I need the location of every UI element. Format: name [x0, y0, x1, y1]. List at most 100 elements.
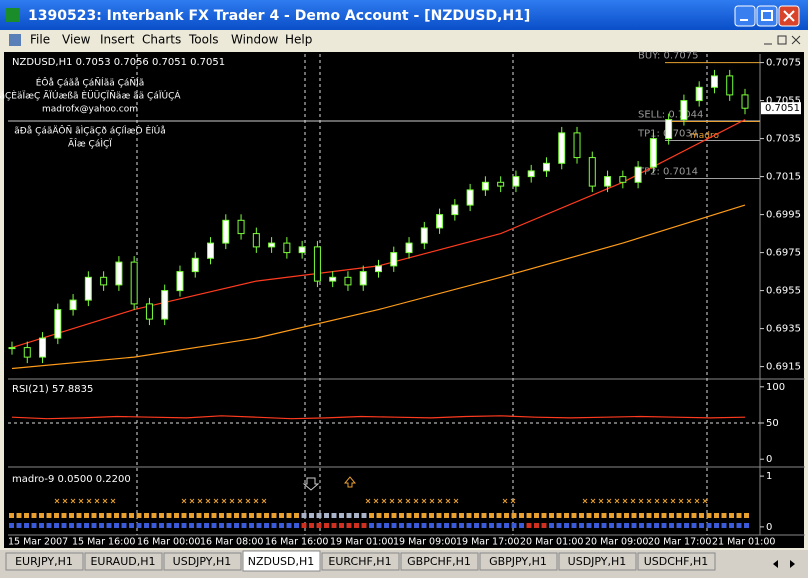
square — [196, 513, 202, 518]
square — [211, 513, 217, 518]
tab-label[interactable]: USDCHF,H1 — [644, 555, 709, 568]
candle — [466, 189, 474, 206]
square — [534, 513, 539, 518]
square — [534, 523, 539, 528]
menu-item[interactable]: Charts — [142, 33, 181, 47]
menu-item[interactable]: View — [62, 33, 91, 47]
candle — [542, 162, 550, 172]
square — [736, 513, 742, 518]
candle — [741, 94, 749, 109]
candle — [298, 246, 306, 254]
square — [489, 523, 494, 528]
square — [571, 523, 577, 528]
square — [9, 523, 14, 528]
square — [444, 523, 449, 528]
title-bar — [0, 0, 808, 30]
cross — [389, 498, 395, 504]
tab[interactable] — [5, 552, 84, 571]
square — [691, 523, 697, 528]
mdi-controls[interactable] — [764, 35, 801, 45]
square — [234, 523, 239, 528]
square — [646, 513, 652, 518]
window-controls[interactable] — [734, 5, 800, 27]
square — [436, 523, 442, 528]
icon — [783, 10, 795, 22]
tab-label[interactable]: USDJPY,H1 — [568, 555, 627, 568]
menu-item[interactable]: Window — [231, 33, 279, 47]
square — [699, 513, 704, 518]
cross — [453, 498, 459, 504]
square — [676, 513, 682, 518]
square — [294, 513, 299, 518]
up-arrow — [343, 476, 357, 488]
x-tick-label: 20 Mar 01:00 — [520, 537, 583, 548]
tab-scroll[interactable] — [773, 560, 795, 568]
square — [361, 513, 367, 518]
square — [699, 523, 704, 528]
x-tick-label: 15 Mar 16:00 — [72, 537, 135, 548]
square — [406, 523, 412, 528]
square — [451, 513, 457, 518]
square — [339, 523, 344, 528]
minimize-button[interactable] — [734, 5, 756, 27]
square — [571, 513, 577, 518]
cross — [437, 498, 443, 504]
y-tick-label: 100 — [766, 382, 785, 393]
square — [519, 513, 524, 518]
cross — [381, 498, 387, 504]
cross — [245, 498, 251, 504]
square — [511, 513, 517, 518]
tab-label[interactable]: GBPJPY,H1 — [489, 555, 547, 568]
tab[interactable] — [84, 552, 163, 571]
menu-item[interactable]: Help — [285, 33, 312, 47]
tab[interactable] — [479, 552, 558, 571]
square — [46, 523, 52, 528]
square — [489, 513, 494, 518]
tab-label[interactable]: NZDUSD,H1 — [248, 555, 315, 568]
square — [616, 523, 622, 528]
tab[interactable] — [163, 552, 242, 571]
window-title: 1390523: Interbank FX Trader 4 - Demo Ac… — [28, 8, 530, 24]
candle — [420, 227, 428, 244]
menu-item[interactable]: File — [30, 33, 50, 47]
level-label: TP2: 0.7014 — [637, 167, 698, 178]
candle — [145, 303, 153, 320]
square — [646, 523, 652, 528]
tab[interactable] — [400, 552, 479, 571]
candle — [344, 276, 352, 286]
tab[interactable] — [242, 550, 321, 572]
square — [466, 513, 472, 518]
square — [549, 523, 554, 528]
tab-label[interactable]: EURCHF,H1 — [328, 555, 391, 568]
square — [609, 513, 614, 518]
square — [669, 523, 674, 528]
candle — [283, 242, 291, 254]
maximize-button[interactable] — [756, 5, 778, 27]
square — [481, 523, 487, 528]
cross — [405, 498, 411, 504]
square — [114, 513, 119, 518]
cross — [62, 498, 68, 504]
cross — [221, 498, 227, 504]
square — [181, 523, 187, 528]
tab[interactable] — [637, 552, 716, 571]
square — [331, 523, 337, 528]
square — [324, 513, 329, 518]
menu-item[interactable]: Tools — [188, 33, 219, 47]
candle — [329, 276, 337, 282]
tab[interactable] — [558, 552, 637, 571]
tab-label[interactable]: EURJPY,H1 — [15, 555, 73, 568]
square — [579, 523, 584, 528]
square — [496, 513, 502, 518]
tab-label[interactable]: GBPCHF,H1 — [407, 555, 471, 568]
candle — [313, 246, 321, 282]
tab-label[interactable]: EURAUD,H1 — [90, 555, 155, 568]
square — [511, 523, 517, 528]
square — [91, 513, 97, 518]
square — [609, 523, 614, 528]
menu-item[interactable]: Insert — [100, 33, 135, 47]
square — [24, 513, 29, 518]
tab[interactable] — [321, 552, 400, 571]
square — [744, 513, 749, 518]
tab-label[interactable]: USDJPY,H1 — [173, 555, 232, 568]
